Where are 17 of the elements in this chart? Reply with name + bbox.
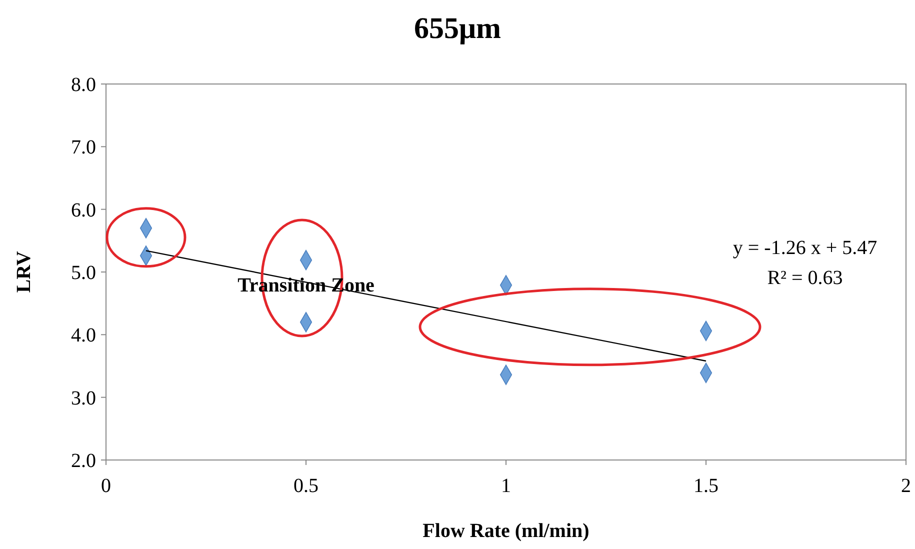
y-tick-label: 3.0: [71, 387, 96, 410]
annotation: y = -1.26 x + 5.47: [732, 237, 878, 259]
y-tick-label: 4.0: [71, 324, 96, 347]
chart-title: 655μm: [414, 12, 502, 45]
annotation: R² = 0.63: [767, 267, 843, 289]
x-tick-label: 1.5: [694, 475, 718, 497]
y-tick-label: 6.0: [71, 199, 96, 222]
x-tick-label: 2: [901, 475, 911, 497]
x-tick-label: 1: [501, 475, 511, 497]
x-tick-label: 0.5: [294, 475, 318, 497]
y-axis-title: LRV: [13, 250, 35, 293]
y-tick-label: 8.0: [71, 74, 96, 96]
x-axis-title: Flow Rate (ml/min): [422, 520, 590, 542]
y-tick-label: 7.0: [71, 136, 96, 159]
y-tick-label: 2.0: [71, 450, 96, 472]
y-tick-label: 5.0: [71, 262, 96, 284]
x-tick-label: 0: [101, 475, 111, 497]
